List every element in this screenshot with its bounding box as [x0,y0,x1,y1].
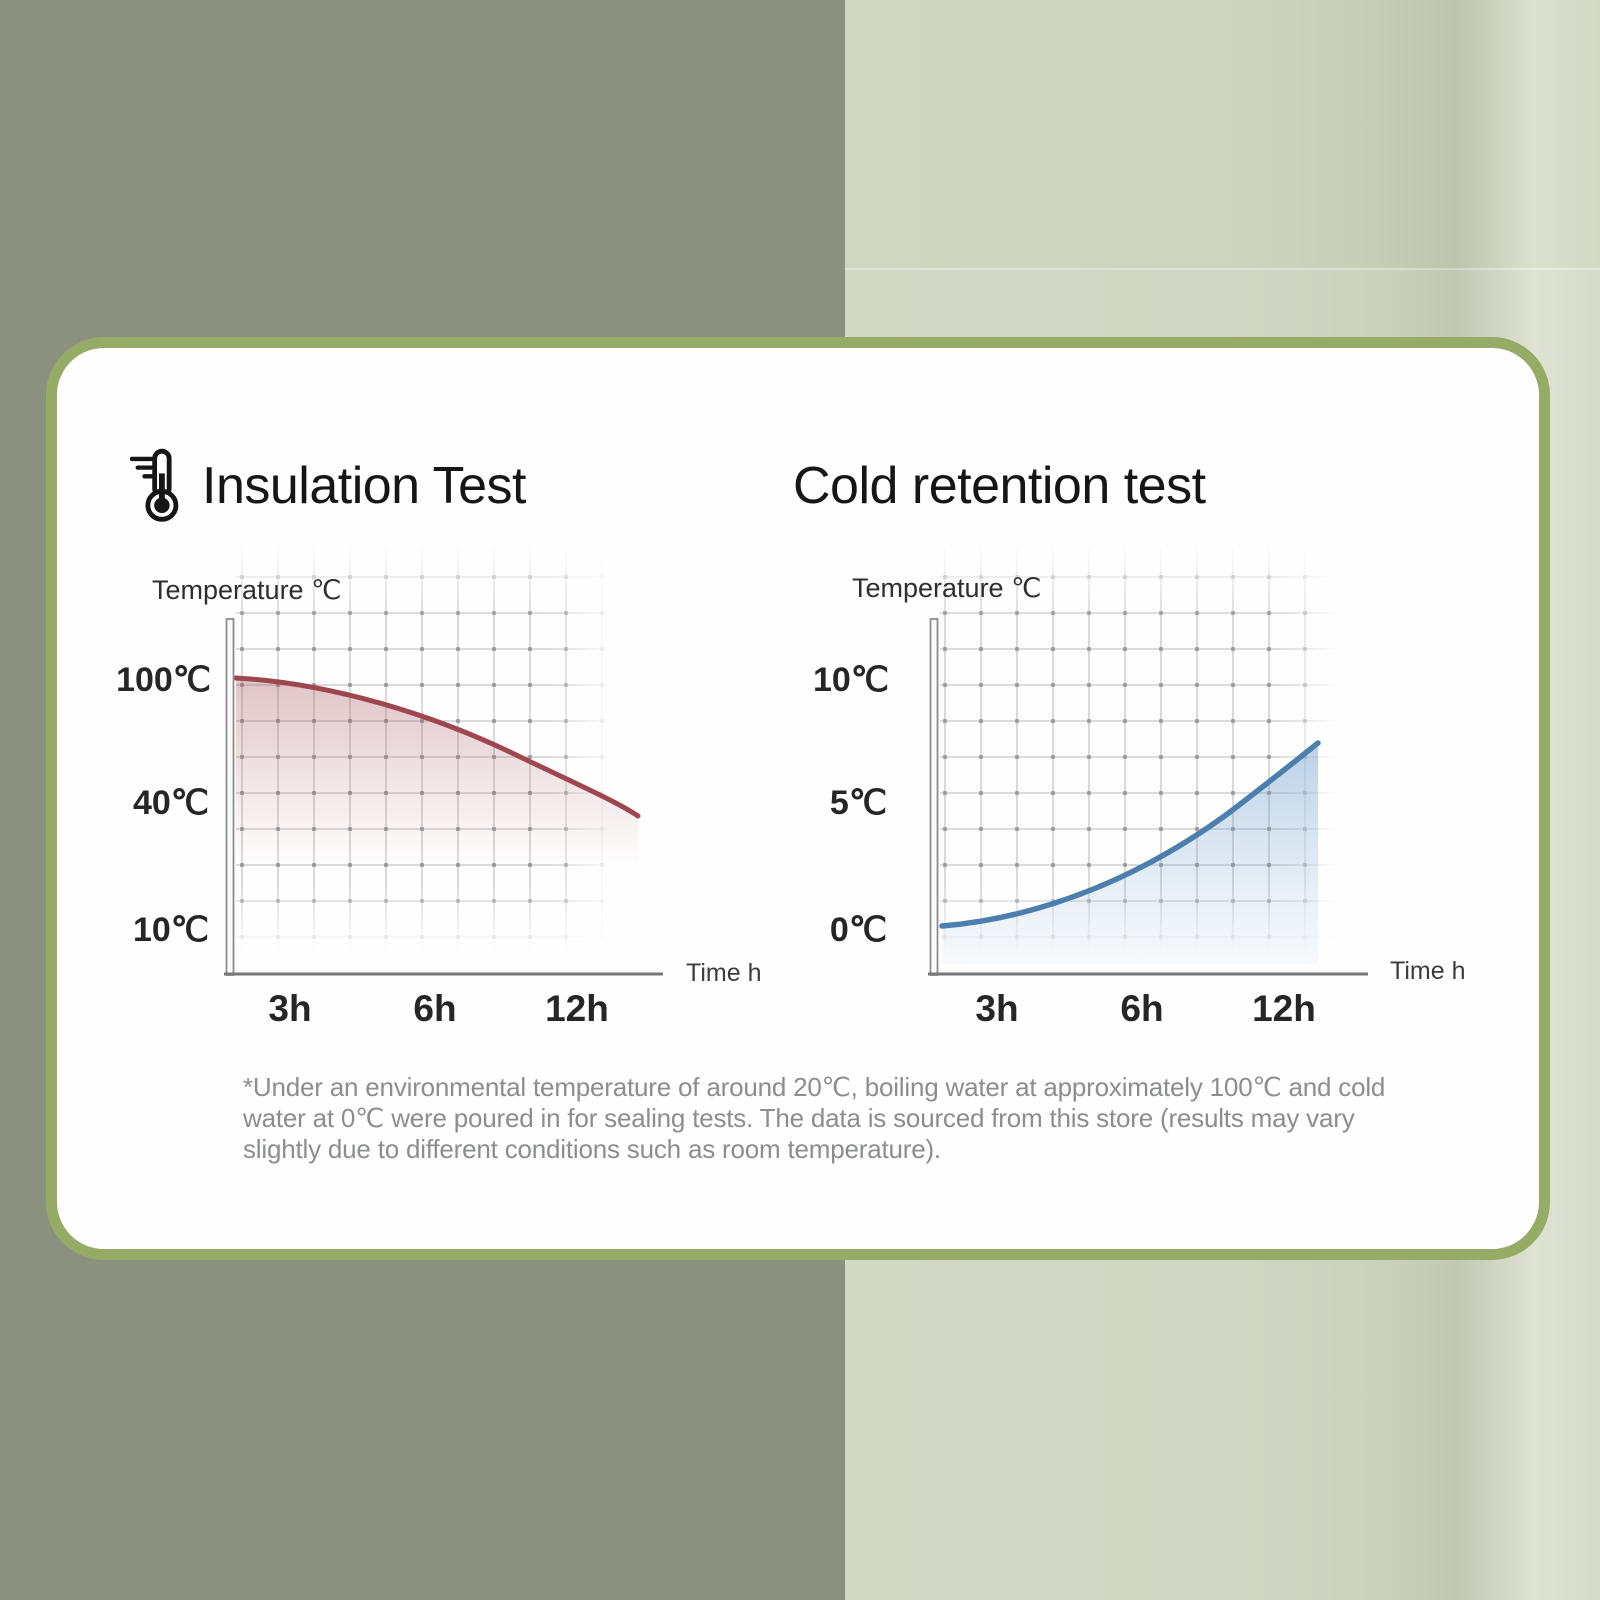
footnote-line-1: *Under an environmental temperature of a… [243,1072,1386,1102]
insulation-chart-title: Insulation Test [202,457,526,515]
footnote-line-2: water at 0℃ were poured in for sealing t… [243,1103,1355,1133]
insulation-title-row: Insulation Test [130,444,526,528]
test-conditions-footnote: *Under an environmental temperature of a… [243,1072,1385,1165]
footnote-line-3: slightly due to different conditions suc… [243,1134,941,1164]
cold-retention-title-row: Cold retention test [793,444,1206,528]
thermometer-heat-icon [130,448,179,522]
cold-retention-chart-title: Cold retention test [793,457,1206,515]
